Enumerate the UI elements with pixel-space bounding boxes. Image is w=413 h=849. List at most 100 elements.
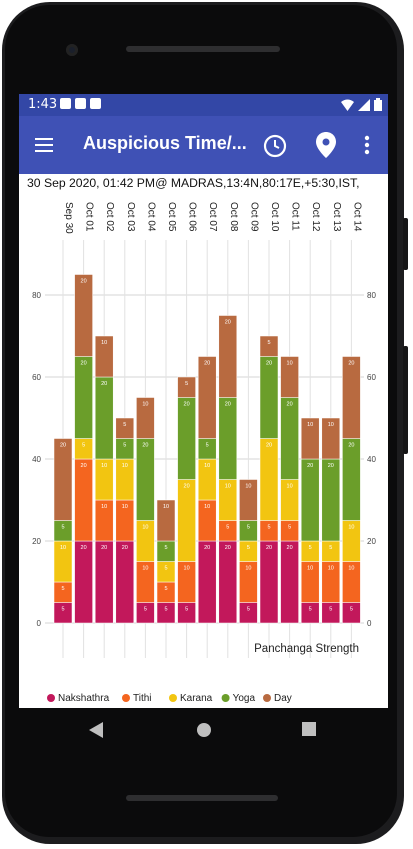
- data-label-tithi-2: 10: [101, 504, 107, 510]
- data-label-nakshathra-3: 20: [122, 545, 128, 551]
- data-label-day-4: 10: [142, 402, 148, 408]
- data-label-nakshathra-9: 5: [247, 607, 250, 613]
- data-label-yoga-7: 5: [206, 443, 209, 449]
- data-label-nakshathra-7: 20: [204, 545, 210, 551]
- legend-label-karana: Karana: [180, 693, 213, 704]
- location-pin-icon[interactable]: [316, 132, 336, 158]
- data-label-yoga-4: 20: [142, 443, 148, 449]
- bar-segment-yoga-2: [94, 376, 114, 460]
- data-label-yoga-5: 5: [164, 545, 167, 551]
- back-triangle-icon[interactable]: [89, 722, 103, 738]
- data-label-yoga-6: 20: [184, 402, 190, 408]
- data-label-karana-13: 5: [329, 545, 332, 551]
- x-tick-5: Oct 05: [166, 202, 177, 232]
- data-label-tithi-7: 10: [204, 504, 210, 510]
- bar-segment-nakshathra-7: [197, 540, 217, 624]
- bar-segment-day-14: [342, 356, 361, 439]
- y-tick-right-80: 80: [367, 291, 376, 300]
- data-label-tithi-6: 10: [184, 566, 190, 572]
- data-label-day-0: 20: [60, 443, 66, 449]
- bar-segment-day-0: [53, 438, 73, 521]
- y-tick-left-40: 40: [32, 455, 41, 464]
- data-label-tithi-1: 20: [81, 463, 87, 469]
- bar-segment-day-4: [136, 397, 155, 439]
- data-label-karana-0: 10: [60, 545, 66, 551]
- bar-segment-day-5: [156, 499, 176, 542]
- bar-segment-karana-6: [177, 479, 196, 562]
- data-label-yoga-9: 5: [247, 525, 250, 531]
- x-tick-2: Oct 02: [104, 202, 115, 232]
- bar-segment-yoga-12: [300, 458, 320, 542]
- data-label-yoga-1: 20: [81, 361, 87, 367]
- data-label-day-14: 20: [348, 361, 354, 367]
- data-label-karana-7: 10: [204, 463, 210, 469]
- bar-segment-nakshathra-10: [259, 540, 279, 624]
- bar-segment-yoga-13: [321, 458, 341, 542]
- bar-segment-day-1: [74, 274, 93, 357]
- bar-segment-day-6: [177, 376, 196, 398]
- data-label-day-7: 20: [204, 361, 210, 367]
- data-label-nakshathra-11: 20: [287, 545, 293, 551]
- power-button: [403, 218, 408, 270]
- bar-segment-yoga-1: [74, 356, 93, 439]
- front-camera: [66, 44, 78, 56]
- text-a-icon: [75, 98, 86, 109]
- x-tick-9: Oct 09: [248, 202, 259, 232]
- data-label-nakshathra-1: 20: [81, 545, 87, 551]
- data-label-tithi-14: 10: [348, 566, 354, 572]
- data-label-nakshathra-12: 5: [309, 607, 312, 613]
- hamburger-menu-icon[interactable]: [35, 138, 53, 152]
- data-label-tithi-9: 10: [245, 566, 251, 572]
- bar-segment-day-10: [259, 335, 279, 357]
- navigation-bar: [19, 708, 388, 752]
- screen: 1:43 Auspicious Time/...: [19, 94, 388, 708]
- clock-icon[interactable]: [263, 134, 287, 158]
- data-label-nakshathra-0: 5: [61, 607, 64, 613]
- data-label-tithi-8: 5: [226, 525, 229, 531]
- bar-segment-nakshathra-8: [218, 540, 238, 624]
- location-subtitle: 30 Sep 2020, 01:42 PM@ MADRAS,13:4N,80:1…: [27, 176, 360, 190]
- data-label-day-9: 10: [245, 484, 251, 490]
- x-tick-10: Oct 10: [269, 202, 280, 232]
- data-label-nakshathra-13: 5: [329, 607, 332, 613]
- data-label-day-13: 10: [328, 422, 334, 428]
- bottom-speaker: [126, 795, 278, 801]
- data-label-karana-10: 20: [266, 443, 272, 449]
- y-tick-left-0: 0: [37, 619, 42, 628]
- data-label-day-12: 10: [307, 422, 313, 428]
- data-label-nakshathra-8: 20: [225, 545, 231, 551]
- x-tick-13: Oct 13: [331, 202, 342, 232]
- data-label-karana-11: 10: [287, 484, 293, 490]
- home-circle-icon[interactable]: [196, 722, 212, 738]
- y-tick-left-80: 80: [32, 291, 41, 300]
- status-time: 1:43: [28, 97, 58, 112]
- bar-segment-day-11: [280, 356, 299, 398]
- data-label-nakshathra-10: 20: [266, 545, 272, 551]
- y-tick-left-60: 60: [32, 373, 41, 382]
- data-label-karana-1: 5: [82, 443, 85, 449]
- gmail-icon: [60, 98, 71, 109]
- y-tick-right-60: 60: [367, 373, 376, 382]
- data-label-day-2: 10: [101, 340, 107, 346]
- data-label-karana-2: 10: [101, 463, 107, 469]
- legend-label-yoga: Yoga: [233, 693, 256, 704]
- data-label-karana-3: 10: [122, 463, 128, 469]
- data-label-day-6: 5: [185, 381, 188, 387]
- data-label-day-10: 5: [267, 340, 270, 346]
- x-tick-8: Oct 08: [228, 202, 239, 232]
- recents-square-icon[interactable]: [302, 722, 316, 736]
- legend-label-tithi: Tithi: [133, 693, 152, 704]
- bar-segment-day-8: [218, 315, 238, 398]
- top-speaker: [126, 46, 280, 52]
- data-label-day-3: 5: [123, 422, 126, 428]
- bar-segment-yoga-10: [259, 356, 279, 439]
- data-label-karana-9: 5: [247, 545, 250, 551]
- data-label-yoga-12: 20: [307, 463, 313, 469]
- legend-swatch-tithi: [122, 694, 130, 702]
- data-label-day-11: 10: [287, 361, 293, 367]
- more-vert-icon[interactable]: [364, 135, 370, 155]
- bar-segment-nakshathra-2: [94, 540, 114, 624]
- x-tick-1: Oct 01: [84, 202, 95, 232]
- bar-segment-tithi-1: [74, 458, 93, 542]
